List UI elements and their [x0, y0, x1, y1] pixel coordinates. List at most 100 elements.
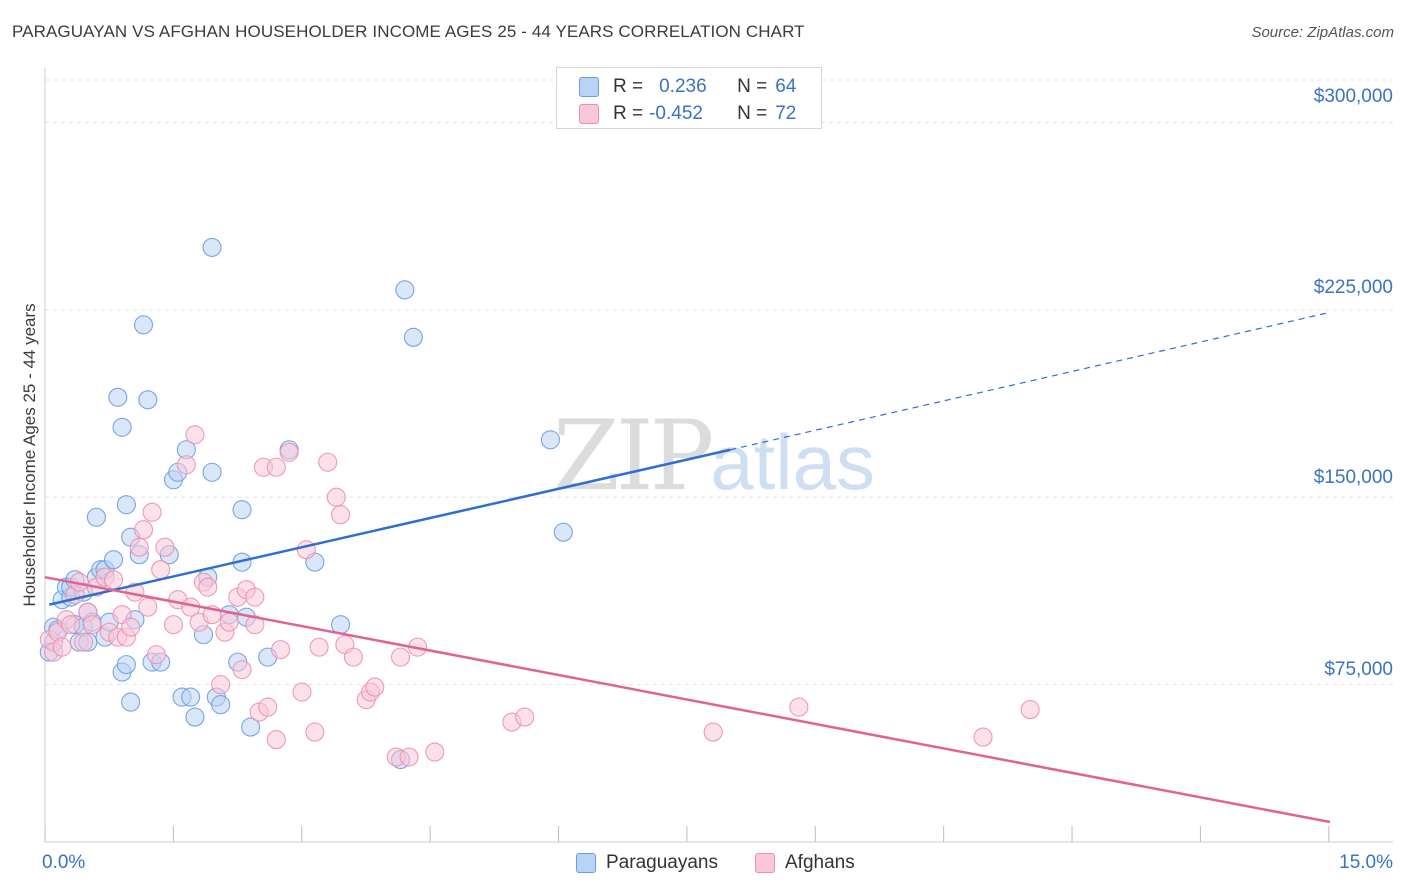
afghan-point [271, 640, 291, 660]
blue-swatch-icon [579, 77, 599, 97]
paraguayan-point [395, 280, 415, 300]
legend-row-afghans: R = -0.452 N = 72 [579, 101, 796, 127]
paraguayan-point [133, 315, 154, 335]
afghan-point [309, 637, 329, 657]
afghan-point [245, 587, 265, 607]
paraguayan-point [403, 327, 423, 347]
watermark: ZIPatlas [553, 400, 875, 512]
paraguayan-trend-extension [730, 311, 1331, 451]
afghan-point [142, 502, 162, 522]
y-tick-label: $75,000 [1324, 659, 1393, 680]
paraguayan-point [116, 655, 136, 675]
watermark-atlas: atlas [710, 418, 875, 506]
afghan-trend-line [44, 575, 1331, 824]
legend-label: Afghans [785, 852, 855, 873]
axes [44, 68, 1393, 843]
pink-swatch-icon [579, 104, 599, 124]
afghan-point [266, 730, 286, 750]
stats-legend: R = 0.236 N = 64 R = -0.452 N = 72 [556, 67, 822, 129]
afghan-point [365, 677, 385, 697]
r-value: 0.236 [659, 76, 707, 97]
afghan-point [1020, 700, 1040, 720]
afghan-point [163, 615, 184, 635]
afghan-point [232, 660, 252, 680]
afghan-point [973, 727, 993, 747]
afghan-point [103, 570, 124, 590]
afghan-point [61, 615, 81, 635]
afghan-point [121, 617, 141, 637]
afghan-point [390, 647, 411, 667]
afghan-point [211, 675, 231, 695]
chart-title: PARAGUAYAN VS AFGHAN HOUSEHOLDER INCOME … [12, 22, 805, 41]
afghan-point [258, 697, 278, 717]
afghan-point [133, 520, 154, 540]
afghan-point [52, 637, 72, 657]
y-tick-label: $300,000 [1313, 86, 1393, 107]
afghan-point [198, 577, 218, 597]
afghan-point [399, 747, 419, 767]
paraguayan-point [103, 550, 124, 570]
afghan-point [82, 615, 102, 635]
afghan-point [155, 537, 175, 557]
x-tick-label-end: 15.0% [1339, 852, 1393, 873]
afghan-point [515, 707, 535, 727]
legend-item-afghans[interactable]: Afghans [755, 852, 855, 874]
afghan-point [74, 632, 94, 652]
pink-swatch-icon [755, 853, 775, 873]
paraguayan-point [112, 417, 132, 437]
blue-swatch-icon [576, 853, 596, 873]
afghan-point [318, 452, 338, 472]
legend-item-paraguayans[interactable]: Paraguayans [576, 852, 718, 874]
paraguayan-point [116, 495, 136, 515]
afghan-point [296, 540, 316, 560]
paraguayan-point [202, 462, 222, 482]
n-label: N = [737, 76, 768, 97]
afghan-point [305, 722, 325, 742]
afghan-point [789, 697, 809, 717]
paraguayan-point [241, 717, 261, 737]
x-tick-label-start: 0.0% [42, 852, 86, 873]
afghan-point [266, 457, 286, 477]
afghan-point [326, 487, 346, 507]
n-label: N = [737, 103, 768, 124]
paraguayan-point [108, 387, 128, 407]
paraguayan-point [121, 692, 141, 712]
paraguayan-point [540, 430, 560, 450]
y-tick-label: $225,000 [1313, 277, 1393, 298]
afghan-point [330, 505, 351, 525]
paraguayan-point [553, 522, 573, 542]
afghan-point [245, 615, 265, 635]
paraguayan-point [86, 507, 106, 527]
afghan-point [343, 647, 363, 667]
paraguayan-point [232, 500, 252, 520]
y-axis-label: Householder Income Ages 25 - 44 years [20, 303, 39, 607]
afghan-point [425, 742, 445, 762]
afghan-point [138, 597, 158, 617]
y-tick-label: $150,000 [1313, 467, 1393, 488]
paraguayan-point [202, 237, 222, 257]
afghan-point [185, 425, 205, 445]
r-label: R = [613, 103, 644, 124]
afghan-point [176, 455, 196, 475]
paraguayan-point [330, 615, 351, 635]
legend-label: Paraguayans [606, 852, 718, 873]
afghan-point [146, 645, 166, 665]
r-value: -0.452 [649, 103, 703, 124]
source-label: Source: ZipAtlas.com [1251, 24, 1394, 41]
afghan-point [129, 537, 149, 557]
legend-row-paraguayans: R = 0.236 N = 64 [579, 74, 796, 100]
paraguayan-point [185, 707, 205, 727]
trend-lines [44, 311, 1331, 824]
r-label: R = [613, 76, 644, 97]
paraguayan-point [138, 390, 158, 410]
afghan-point [292, 682, 312, 702]
data-points [39, 237, 1040, 770]
afghan-point [279, 442, 299, 462]
paraguayan-point [181, 687, 201, 707]
paraguayan-point [211, 695, 231, 715]
paraguayan-trend-line [49, 448, 731, 606]
afghan-point [703, 722, 723, 742]
afghan-point [151, 560, 171, 580]
afghan-point [219, 612, 239, 632]
